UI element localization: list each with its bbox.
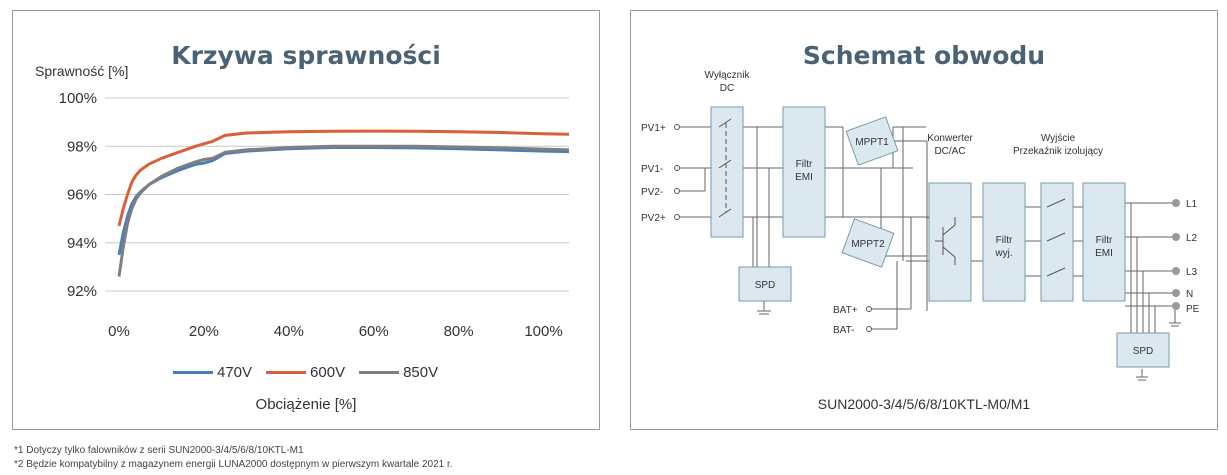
label-pv1p: PV1+: [641, 123, 666, 134]
model-label: SUN2000-3/4/5/6/8/10KTL-M0/M1: [817, 396, 1031, 412]
label-spd-right: SPD: [1133, 346, 1154, 357]
legend-item-470v: 470V: [173, 364, 252, 381]
label-filter-out-1: Filtr: [996, 235, 1013, 246]
label-pv2p: PV2+: [641, 213, 666, 224]
terminal-l1: [1172, 199, 1180, 207]
label-l2: L2: [1186, 233, 1198, 244]
label-converter-2: DC/AC: [934, 146, 965, 157]
efficiency-chart-panel: Krzywa sprawności Sprawność [%] 100% 98% 9…: [12, 10, 600, 430]
label-pe: PE: [1186, 304, 1200, 315]
legend-label-850v: 850V: [403, 364, 439, 381]
output-filter-box: [982, 182, 1026, 302]
dc-switch-box: [710, 106, 744, 238]
y-tick-label: 96%: [67, 187, 97, 204]
mppt2-box: [841, 218, 895, 268]
spd-right-box: [1116, 332, 1170, 368]
terminal-l3: [1172, 267, 1180, 275]
y-tick-label: 92%: [67, 283, 97, 300]
label-filter-emi2-1: Filtr: [1096, 235, 1113, 246]
legend-label-600v: 600V: [310, 364, 346, 381]
y-tick-label: 98%: [67, 138, 97, 155]
label-batp: BAT+: [833, 305, 858, 316]
footnote-1: *1 Dotyczy tylko falowników z serii SUN2…: [14, 445, 304, 456]
legend-swatch-600v: [266, 371, 307, 374]
y-tick-label: 94%: [67, 235, 97, 252]
diagram-title: Schemat obwodu: [802, 41, 1046, 70]
x-axis-label: Obciążenie [%]: [255, 396, 357, 413]
terminal-l2: [1172, 233, 1180, 241]
label-dc-switch-2: DC: [720, 83, 734, 94]
label-l3: L3: [1186, 267, 1198, 278]
chart-title: Krzywa sprawności: [171, 41, 441, 70]
label-filter-emi2-2: EMI: [1095, 248, 1113, 259]
terminal-pv2m: [674, 188, 680, 194]
terminal-pe: [1172, 302, 1180, 310]
chart-legend: 470V 600V 850V: [173, 364, 438, 381]
label-dc-switch-1: Wyłącznik: [705, 70, 751, 81]
label-output-2: Przekaźnik izolujący: [1013, 146, 1103, 157]
series-line-600v: [117, 129, 570, 227]
y-axis-label: Sprawność [%]: [35, 63, 129, 79]
label-mppt1: MPPT1: [855, 137, 889, 148]
label-filter-out-2: wyj.: [994, 248, 1012, 259]
terminal-n: [1172, 289, 1180, 297]
footnote-2: *2 Będzie kompatybilny z magazynem energ…: [14, 459, 453, 470]
label-pv1m: PV1-: [641, 164, 663, 175]
label-converter-1: Konwerter: [927, 133, 973, 144]
circuit-diagram-panel: Schemat obwodu: [630, 10, 1218, 430]
terminal-pv1p: [674, 124, 680, 130]
x-tick-label: 0%: [108, 323, 130, 340]
spd-left-box: [738, 266, 792, 302]
terminal-batp: [866, 306, 872, 312]
label-filter-emi-1: Filtr: [796, 159, 813, 170]
label-n: N: [1186, 289, 1193, 300]
x-tick-label: 20%: [189, 323, 219, 340]
x-tick-label: 40%: [274, 323, 304, 340]
mppt1-box: [845, 116, 899, 166]
relay-box: [1040, 182, 1074, 302]
terminal-batm: [866, 326, 872, 332]
label-pv2m: PV2-: [641, 187, 663, 198]
label-spd-left: SPD: [755, 280, 776, 291]
x-tick-label: 80%: [444, 323, 474, 340]
y-tick-label: 100%: [59, 90, 97, 107]
series-line-850v: [117, 144, 570, 277]
terminal-pv2p: [674, 214, 680, 220]
label-filter-emi-2: EMI: [795, 172, 813, 183]
label-mppt2: MPPT2: [851, 239, 885, 250]
emi-filter-2-box: [1082, 182, 1126, 302]
legend-item-600v: 600V: [266, 364, 345, 381]
emi-filter-box: [782, 106, 826, 238]
efficiency-chart: 100% 98% 96% 94% 92% 0% 20% 40% 60% 80% 100%: [59, 90, 570, 340]
label-l1: L1: [1186, 199, 1198, 210]
legend-item-850v: 850V: [359, 364, 438, 381]
legend-swatch-470v: [173, 371, 213, 374]
inverter-box: [928, 182, 972, 302]
label-output-1: Wyjście: [1041, 133, 1076, 144]
x-tick-label: 100%: [524, 323, 562, 340]
x-tick-label: 60%: [359, 323, 389, 340]
legend-swatch-850v: [359, 371, 400, 374]
label-batm: BAT-: [833, 325, 854, 336]
legend-label-470v: 470V: [217, 364, 253, 381]
circuit-diagram: Wyłącznik DC Konwerter DC/AC Wyjście Prz…: [641, 70, 1200, 381]
terminal-pv1m: [674, 165, 680, 171]
